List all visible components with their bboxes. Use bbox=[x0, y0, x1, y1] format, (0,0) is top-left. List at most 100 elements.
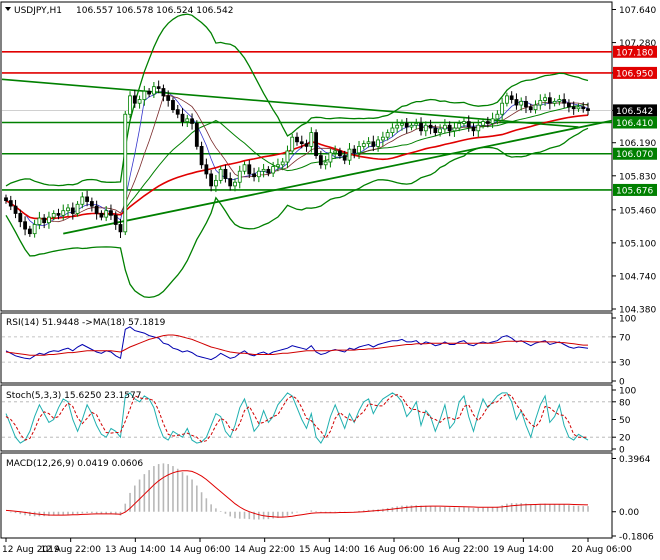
candle-body bbox=[485, 121, 490, 124]
candle-body bbox=[56, 213, 61, 216]
candle-body bbox=[457, 123, 462, 129]
macd-signal-line bbox=[5, 470, 589, 518]
candle-body bbox=[490, 118, 495, 124]
descending-trendline bbox=[1, 78, 579, 128]
candle-body bbox=[500, 102, 505, 115]
candle-body bbox=[299, 141, 304, 145]
candle-body bbox=[471, 126, 476, 132]
candle-body bbox=[481, 121, 485, 126]
candle-body bbox=[419, 123, 423, 132]
candle-body bbox=[357, 145, 361, 154]
macd-tick-label: 0.3964 bbox=[619, 455, 651, 465]
candle-body bbox=[524, 100, 528, 108]
candle-body bbox=[85, 196, 89, 202]
candle-body bbox=[47, 216, 51, 224]
candle-body bbox=[567, 102, 571, 108]
stoch-k-line bbox=[5, 392, 589, 444]
candle-body bbox=[409, 124, 414, 128]
candle-body bbox=[37, 217, 42, 225]
candle-body bbox=[233, 181, 237, 187]
candle-body bbox=[185, 118, 190, 122]
candle-body bbox=[333, 150, 338, 154]
rsi-line bbox=[5, 326, 589, 361]
ohlc-readout: 106.557 106.578 106.524 106.542 bbox=[76, 6, 233, 16]
candle-body bbox=[247, 164, 252, 175]
level-label-106.070: 106.070 bbox=[616, 150, 653, 160]
candle-body bbox=[495, 113, 500, 120]
candle-body bbox=[137, 99, 142, 104]
candle-body bbox=[428, 124, 433, 129]
axis-tick-label: 70 bbox=[619, 333, 631, 343]
macd-signal-line bbox=[5, 470, 589, 518]
dropdown-triangle-icon[interactable] bbox=[5, 7, 11, 11]
candle-body bbox=[280, 161, 285, 166]
candle-body bbox=[261, 168, 266, 172]
candlestick-series bbox=[4, 80, 590, 238]
axis-tick-label: 100 bbox=[619, 387, 636, 397]
candle-body bbox=[586, 108, 590, 111]
trendlines bbox=[1, 78, 613, 235]
candle-body bbox=[562, 99, 567, 104]
candle-body bbox=[166, 95, 171, 101]
candle-body bbox=[128, 95, 132, 115]
level-label-105.676: 105.676 bbox=[616, 186, 653, 196]
axis-tick-label: 100 bbox=[619, 315, 636, 325]
candle-body bbox=[285, 150, 290, 163]
candle-body bbox=[519, 100, 524, 106]
candle-body bbox=[8, 200, 13, 207]
candle-body bbox=[151, 86, 156, 95]
candle-body bbox=[318, 155, 323, 166]
candle-body bbox=[171, 100, 175, 111]
candle-body bbox=[194, 123, 199, 147]
time-tick-label: 16 Aug 06:00 bbox=[364, 545, 425, 555]
level-label-106.410: 106.410 bbox=[616, 119, 653, 129]
candle-body bbox=[547, 97, 552, 104]
bollinger-upper bbox=[5, 13, 589, 187]
price-tick-label: 107.280 bbox=[619, 39, 656, 49]
candle-body bbox=[51, 213, 56, 218]
candle-body bbox=[99, 213, 104, 218]
candle-body bbox=[271, 166, 276, 174]
price-tick-label: 107.640 bbox=[619, 6, 656, 16]
candle-body bbox=[380, 136, 385, 141]
candle-body bbox=[161, 88, 166, 97]
candle-body bbox=[237, 170, 242, 183]
axis-tick-label: 30 bbox=[619, 359, 631, 369]
price-axis: 107.640 107.280 106.190 105.830 105.460 105.1… bbox=[612, 6, 656, 316]
rsi-lines bbox=[5, 326, 589, 361]
price-tick-label: 104.740 bbox=[619, 272, 656, 282]
rsi-title: RSI(14) 51.9448 ->MA(18) 57.1819 bbox=[6, 318, 166, 328]
candle-body bbox=[342, 155, 347, 161]
stoch-lines bbox=[5, 392, 589, 444]
candle-body bbox=[89, 201, 94, 207]
candle-body bbox=[27, 228, 32, 235]
candle-body bbox=[142, 90, 147, 100]
rsi-axis: 100 70 30 0 bbox=[612, 315, 636, 388]
candle-body bbox=[70, 207, 75, 214]
candle-body bbox=[32, 224, 37, 235]
candle-body bbox=[543, 97, 547, 101]
candle-body bbox=[75, 203, 80, 214]
candle-body bbox=[509, 95, 514, 100]
candle-body bbox=[433, 127, 438, 134]
candle-body bbox=[452, 127, 457, 132]
axis-tick-label: 0 bbox=[619, 446, 625, 456]
candle-body bbox=[104, 210, 109, 218]
candle-body bbox=[476, 124, 481, 132]
candle-body bbox=[42, 217, 47, 224]
time-tick-label: 20 Aug 06:00 bbox=[571, 545, 632, 555]
macd-tick-label: -0.1806 bbox=[619, 533, 654, 543]
candle-body bbox=[371, 141, 376, 147]
candle-body bbox=[390, 127, 395, 134]
candle-body bbox=[295, 136, 299, 143]
level-label-106.950: 106.950 bbox=[616, 69, 653, 79]
candle-body bbox=[304, 143, 309, 147]
candle-body bbox=[528, 106, 533, 111]
candle-body bbox=[352, 148, 357, 154]
candle-body bbox=[61, 210, 66, 216]
macd-axis: 0.3964 0.00 -0.1806 bbox=[612, 455, 654, 543]
ascending-trendline bbox=[63, 119, 613, 235]
candle-body bbox=[147, 90, 152, 95]
